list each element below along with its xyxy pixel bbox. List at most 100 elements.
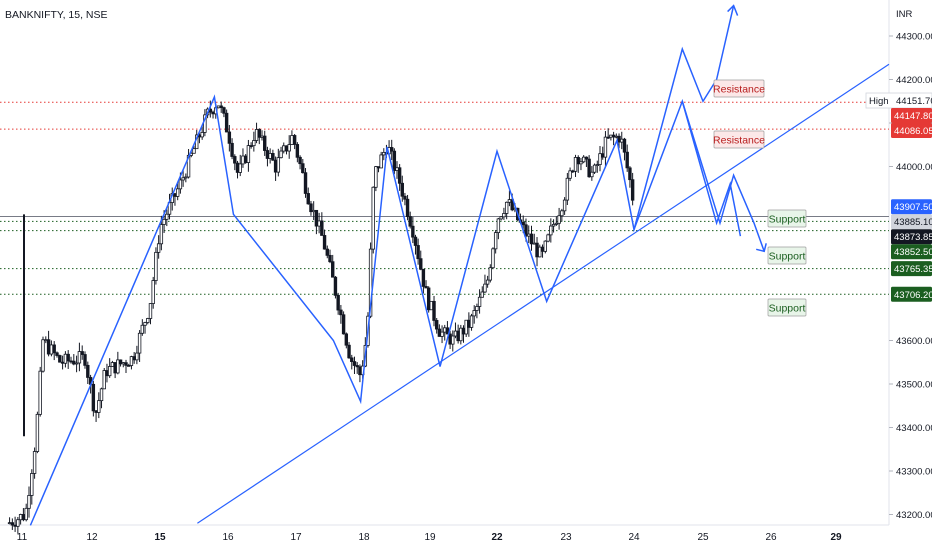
candle-body xyxy=(408,216,412,227)
candle-body xyxy=(603,136,608,158)
label-text: Resistance xyxy=(713,135,765,147)
candle-body xyxy=(211,111,215,115)
candle-body xyxy=(477,296,482,307)
candle-body xyxy=(502,213,506,218)
candle-body xyxy=(181,177,185,181)
price-tag-value: 44086.05 xyxy=(894,126,932,137)
candle-body xyxy=(587,158,591,178)
label-box xyxy=(767,209,807,228)
candle-body xyxy=(49,344,54,355)
candle-body xyxy=(110,362,115,367)
candle-body xyxy=(592,164,597,173)
candle-body xyxy=(290,135,294,145)
y-tick-label: 43300.00 xyxy=(896,467,932,478)
label-box xyxy=(713,79,765,98)
candle-body xyxy=(178,179,183,190)
candle-body xyxy=(227,131,232,144)
candle-body xyxy=(105,370,109,377)
candle-body xyxy=(121,362,125,365)
candle-body xyxy=(298,156,302,165)
candle-body xyxy=(102,370,106,390)
candle-body xyxy=(437,328,442,337)
y-tick-label: 43600.00 xyxy=(896,336,932,347)
price-tag: 43873.85 xyxy=(891,229,932,245)
resistance-label: Resistance xyxy=(713,130,765,149)
candle-body xyxy=(113,362,117,374)
candle-body xyxy=(60,361,65,364)
drawings xyxy=(29,4,890,526)
candle-body xyxy=(549,225,553,236)
x-tick-label: 18 xyxy=(358,532,370,543)
candle-body xyxy=(279,150,283,159)
candle-body xyxy=(524,224,528,237)
candle-body xyxy=(461,327,466,335)
candle-body xyxy=(72,360,76,365)
time-axis[interactable]: 11 12 15 16 17 18 19 22 23 24 25 26 29 xyxy=(17,532,842,543)
candle-body xyxy=(628,167,632,181)
candle-body xyxy=(557,215,561,224)
candle-body xyxy=(303,172,308,194)
candle-body xyxy=(118,359,123,365)
candle-body xyxy=(135,352,139,361)
candle-body xyxy=(620,138,624,143)
candle-body xyxy=(260,135,264,138)
candle-body xyxy=(44,339,48,342)
candle-body xyxy=(124,362,128,366)
y-tick-label: 43400.00 xyxy=(896,423,932,434)
candle-body xyxy=(426,287,431,311)
candle-body xyxy=(222,107,226,114)
candle-body xyxy=(529,233,534,245)
candle-body xyxy=(532,242,536,245)
support-label: Support xyxy=(767,246,807,265)
candle-body xyxy=(295,144,300,158)
candle-body xyxy=(622,138,627,153)
price-tag: 43885.10 xyxy=(891,214,932,230)
price-tag-box xyxy=(891,229,932,245)
candle-body xyxy=(271,153,275,161)
candle-body xyxy=(472,310,476,317)
candle-body xyxy=(467,319,471,328)
candle-body xyxy=(576,157,580,165)
candle-body xyxy=(254,129,259,141)
candle-body xyxy=(546,234,550,242)
currency-label: INR xyxy=(896,9,913,20)
x-tick-label: 11 xyxy=(17,532,28,543)
candle-body xyxy=(273,159,278,173)
candle-body xyxy=(421,268,426,287)
price-tag-box xyxy=(891,261,932,277)
y-tick-label: 44000.00 xyxy=(896,162,932,173)
candle-body xyxy=(80,351,84,355)
candle-body xyxy=(137,332,142,354)
candle-body xyxy=(309,203,313,213)
candle-body xyxy=(562,199,567,212)
candle-body xyxy=(411,225,415,238)
candle-body xyxy=(69,360,73,363)
candle-body xyxy=(336,294,340,311)
candle-body xyxy=(339,309,343,316)
y-tick-label: 44300.00 xyxy=(896,32,932,43)
x-tick-label: 12 xyxy=(86,532,98,543)
candle-body xyxy=(507,199,512,203)
candle-body xyxy=(504,201,509,214)
candle-body xyxy=(41,339,45,372)
candle-body xyxy=(30,473,34,496)
candle-body xyxy=(617,135,621,143)
price-tag-value: 43873.85 xyxy=(894,232,932,243)
price-tag-value: 43765.35 xyxy=(894,264,932,275)
candle-body xyxy=(493,232,498,250)
candle-body xyxy=(252,140,256,147)
x-tick-label: 16 xyxy=(222,532,234,543)
candle-body xyxy=(159,224,164,245)
candle-body xyxy=(403,195,407,200)
candle-body xyxy=(216,105,221,109)
candle-body xyxy=(94,410,98,413)
price-tag-value: 43706.20 xyxy=(894,290,932,301)
candle-body xyxy=(491,248,495,269)
price-tag-box xyxy=(891,244,932,260)
candle-body xyxy=(200,132,204,138)
candle-body xyxy=(317,220,321,227)
candle-body xyxy=(331,261,335,278)
price-tags: High 44151.70 44147.80 44086.05 43907.50 4388… xyxy=(865,92,932,302)
